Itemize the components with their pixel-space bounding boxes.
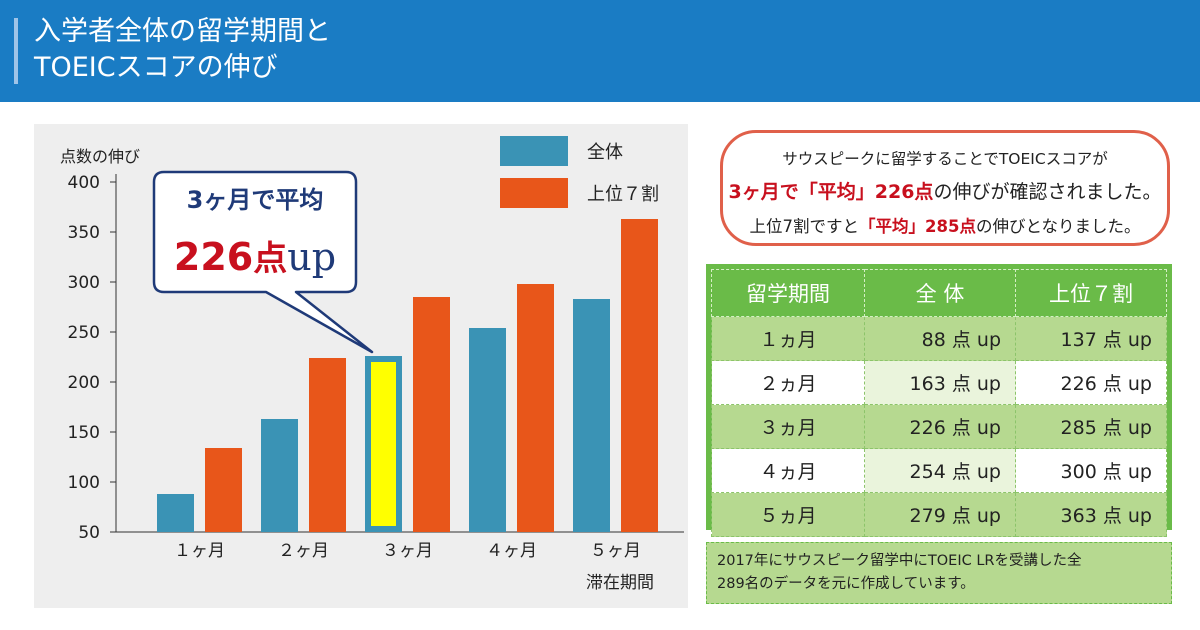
bar-chart: 50 100 150 200 250 300 350 400 点数の伸び １ヶ月 ２ヶ月 ３ヶ月 ４ヶ月… [60, 136, 684, 593]
chart-panel: 50 100 150 200 250 300 350 400 点数の伸び １ヶ月 ２ヶ月 ３ヶ月 ４ヶ月… [34, 124, 688, 608]
table-row: ５ヵ月 279 点 up 363 点 up [711, 492, 1167, 537]
table-header-all: 全 体 [864, 269, 1016, 317]
callout-line-3-rest: の伸びとなりました。 [975, 217, 1141, 236]
y-tick-label: 250 [68, 323, 100, 343]
table-header-row: 留学期間 全 体 上位７割 [711, 269, 1167, 317]
x-tick-label: ５ヶ月 [590, 541, 641, 561]
note-line-1: 2017年にサウスピーク留学中にTOEIC LRを受講した全 [717, 553, 1082, 569]
x-tick-label: ２ヶ月 [278, 541, 329, 561]
table-row: ３ヵ月 226 点 up 285 点 up [711, 404, 1167, 449]
table-row: １ヵ月 88 点 up 137 点 up [711, 316, 1167, 361]
table-cell-period: ３ヵ月 [711, 404, 865, 449]
bar-all [469, 328, 506, 532]
bar-all [261, 419, 298, 532]
annotation-value: 226点up [174, 235, 336, 279]
callout-line-1: サウスピークに留学することでTOEICスコアが [782, 150, 1108, 168]
bar-highlight-fill [371, 362, 396, 526]
callout-line-2: 3ヶ月で「平均」226点の伸びが確認されました。 [723, 177, 1167, 204]
x-tick-label: ３ヶ月 [382, 541, 433, 561]
y-axis-label: 点数の伸び [60, 147, 140, 166]
header: 入学者全体の留学期間と TOEICスコアの伸び [0, 0, 1200, 102]
table-cell-all: 254 点 up [864, 448, 1016, 493]
table-cell-top70: 137 点 up [1015, 316, 1167, 361]
bar-top70 [309, 358, 346, 532]
y-tick-label: 200 [68, 373, 100, 393]
bar-all [573, 299, 610, 532]
annotation-unit: 点 [253, 239, 287, 279]
legend-swatch-top70 [500, 178, 568, 208]
callout-line-3-pre: 上位7割ですと [749, 217, 860, 236]
header-accent-bar [14, 18, 18, 84]
bar-top70 [517, 284, 554, 532]
table-cell-period: ５ヵ月 [711, 492, 865, 537]
x-tick-label: １ヶ月 [174, 541, 225, 561]
annotation-suffix: up [287, 235, 336, 279]
table-cell-period: １ヵ月 [711, 316, 865, 361]
page-title: 入学者全体の留学期間と TOEICスコアの伸び [34, 14, 331, 86]
table-row: ４ヵ月 254 点 up 300 点 up [711, 448, 1167, 493]
callout-highlight-top70: 「平均」285点 [859, 217, 976, 236]
title-line-2: TOEICスコアの伸び [34, 52, 278, 83]
bar-top70 [413, 297, 450, 532]
y-tick-label: 350 [68, 223, 100, 243]
y-tick-label: 50 [78, 523, 100, 543]
bar-top70 [621, 219, 658, 532]
table-cell-top70: 300 点 up [1015, 448, 1167, 493]
annotation-headline: 3ヶ月で平均 [187, 186, 324, 214]
table-row: ２ヵ月 163 点 up 226 点 up [711, 360, 1167, 405]
y-tick-label: 400 [68, 173, 100, 193]
legend-label: 全体 [587, 142, 623, 163]
table-header-period: 留学期間 [711, 269, 865, 317]
title-line-1: 入学者全体の留学期間と [34, 16, 331, 47]
y-tick-label: 150 [68, 423, 100, 443]
callout-highlight-average: 3ヶ月で「平均」226点 [728, 181, 934, 203]
x-axis-label: 滞在期間 [586, 573, 654, 593]
bar-top70 [205, 448, 242, 532]
table-cell-top70: 226 点 up [1015, 360, 1167, 405]
y-tick-label: 100 [68, 473, 100, 493]
table-cell-top70: 363 点 up [1015, 492, 1167, 537]
table-cell-all: 88 点 up [864, 316, 1016, 361]
table-cell-top70: 285 点 up [1015, 404, 1167, 449]
annotation-number: 226 [174, 235, 253, 279]
bar-all [157, 494, 194, 532]
legend-swatch-all [500, 136, 568, 166]
score-table-container: 留学期間 全 体 上位７割 １ヵ月 88 点 up 137 点 up ２ヵ月 1… [706, 264, 1172, 537]
callout-line-3: 上位7割ですと「平均」285点の伸びとなりました。 [723, 213, 1167, 237]
score-table: 留学期間 全 体 上位７割 １ヵ月 88 点 up 137 点 up ２ヵ月 1… [711, 269, 1167, 537]
note-line-2: 289名のデータを元に作成しています。 [717, 576, 975, 592]
table-header-top70: 上位７割 [1015, 269, 1167, 317]
legend-label: 上位７割 [587, 184, 659, 205]
table-cell-all: 279 点 up [864, 492, 1016, 537]
y-tick-label: 300 [68, 273, 100, 293]
table-cell-period: ２ヵ月 [711, 360, 865, 405]
table-cell-all: 163 点 up [864, 360, 1016, 405]
table-cell-all: 226 点 up [864, 404, 1016, 449]
table-cell-period: ４ヵ月 [711, 448, 865, 493]
summary-callout: サウスピークに留学することでTOEICスコアが 3ヶ月で「平均」226点の伸びが… [720, 130, 1170, 246]
data-source-note: 2017年にサウスピーク留学中にTOEIC LRを受講した全 289名のデータを… [706, 542, 1172, 604]
x-tick-label: ４ヶ月 [486, 541, 537, 561]
annotation-bubble [152, 170, 374, 354]
callout-line-2-rest: の伸びが確認されました。 [933, 181, 1162, 203]
